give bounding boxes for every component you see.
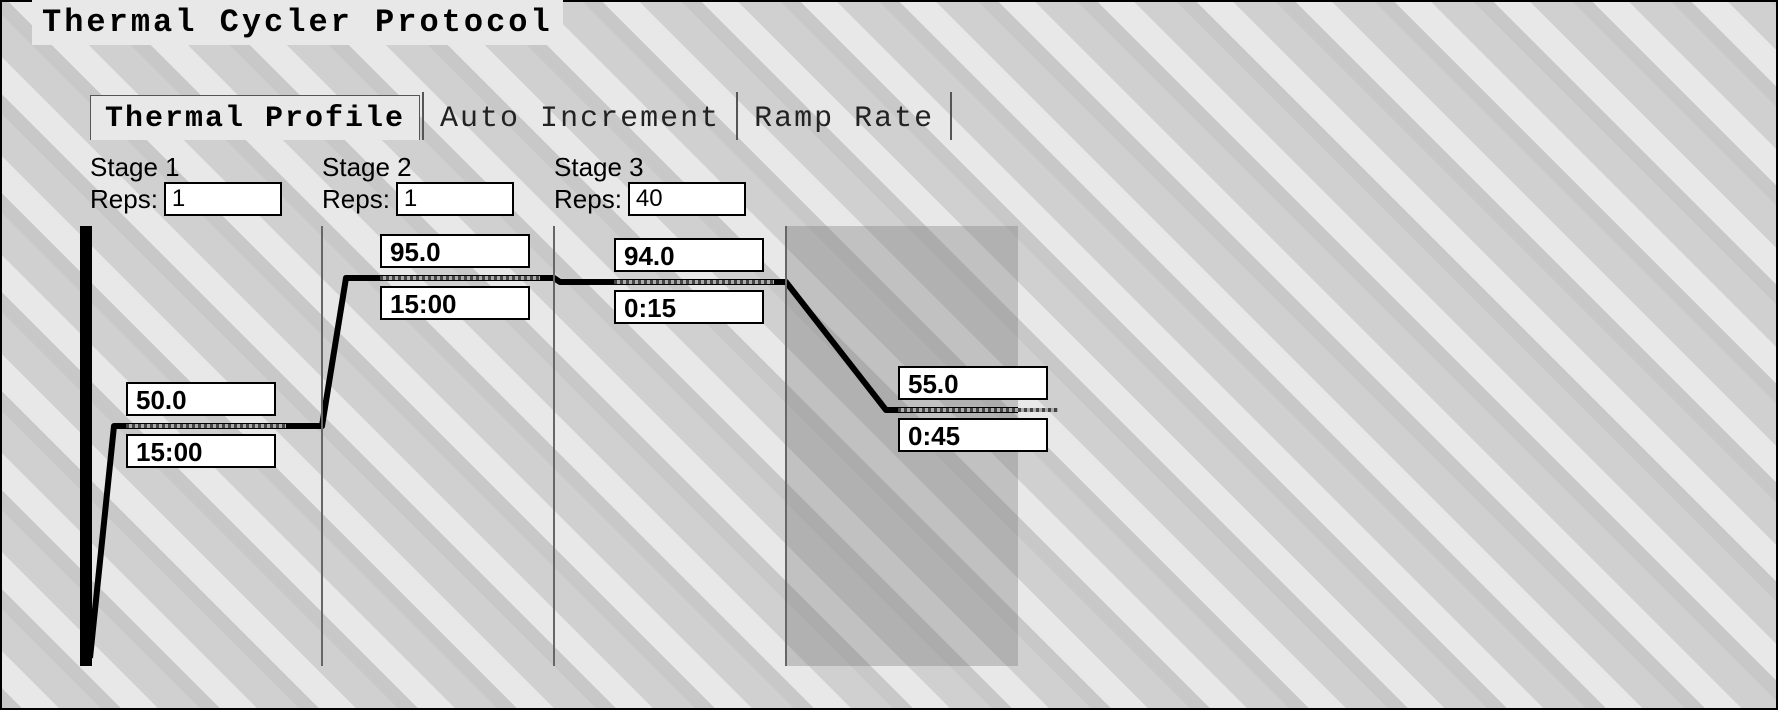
reps-input-stage-2[interactable]: 1: [396, 182, 514, 216]
tab-ramp-rate[interactable]: Ramp Rate: [740, 96, 948, 140]
thermal-profile-chart[interactable]: 50.0 15:00 95.0 15:00 94.0 0:15 55.0 0:4…: [72, 226, 1056, 666]
stage-label: Stage 2: [322, 152, 554, 182]
reps-label: Reps:: [554, 184, 622, 215]
temp-field-stage3-step1[interactable]: 94.0: [614, 238, 764, 272]
time-field-stage2-step1[interactable]: 15:00: [380, 286, 530, 320]
step-separator: [614, 280, 774, 284]
temp-field-stage3-step2[interactable]: 55.0: [898, 366, 1048, 400]
stage-header-3: Stage 3 Reps: 40: [554, 152, 786, 216]
step-separator: [380, 276, 540, 280]
temp-field-stage2-step1[interactable]: 95.0: [380, 234, 530, 268]
step-separator: [126, 424, 286, 428]
reps-label: Reps:: [322, 184, 390, 215]
thermal-cycler-panel: Thermal Cycler Protocol Thermal Profile …: [0, 0, 1778, 710]
reps-input-stage-1[interactable]: 1: [164, 182, 282, 216]
tab-separator: [736, 92, 738, 140]
reps-label: Reps:: [90, 184, 158, 215]
stage-label: Stage 1: [90, 152, 322, 182]
time-field-stage3-step2[interactable]: 0:45: [898, 418, 1048, 452]
tab-auto-increment[interactable]: Auto Increment: [426, 96, 734, 140]
tab-separator: [950, 92, 952, 140]
panel-title: Thermal Cycler Protocol: [32, 0, 563, 45]
tab-separator: [422, 92, 424, 140]
reps-input-stage-3[interactable]: 40: [628, 182, 746, 216]
time-field-stage3-step1[interactable]: 0:15: [614, 290, 764, 324]
time-field-stage1-step1[interactable]: 15:00: [126, 434, 276, 468]
stage-header-2: Stage 2 Reps: 1: [322, 152, 554, 216]
step-separator: [898, 408, 1058, 412]
stage-header-1: Stage 1 Reps: 1: [90, 152, 322, 216]
stage-headers: Stage 1 Reps: 1 Stage 2 Reps: 1 Stage 3 …: [90, 152, 786, 216]
temp-field-stage1-step1[interactable]: 50.0: [126, 382, 276, 416]
stage-label: Stage 3: [554, 152, 786, 182]
tab-thermal-profile[interactable]: Thermal Profile: [90, 95, 420, 140]
tab-strip: Thermal Profile Auto Increment Ramp Rate: [90, 86, 954, 140]
